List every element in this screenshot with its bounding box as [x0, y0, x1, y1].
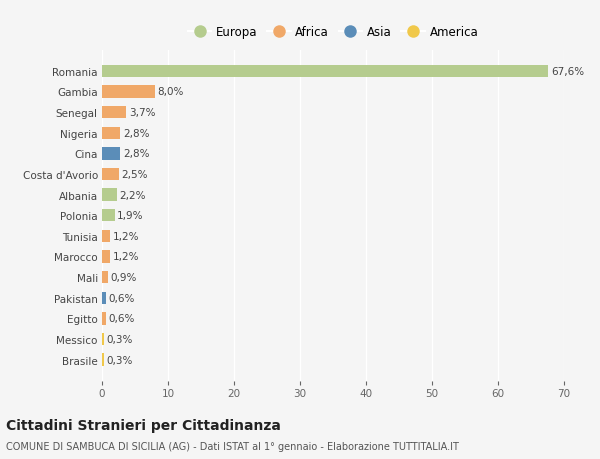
Bar: [102, 333, 104, 345]
Bar: [102, 168, 119, 181]
Bar: [102, 251, 110, 263]
Text: 0,9%: 0,9%: [110, 273, 137, 282]
Text: 2,8%: 2,8%: [123, 129, 149, 139]
Text: 0,6%: 0,6%: [109, 293, 135, 303]
Text: 2,8%: 2,8%: [123, 149, 149, 159]
Bar: [102, 210, 115, 222]
Text: 1,2%: 1,2%: [113, 231, 139, 241]
Text: 3,7%: 3,7%: [129, 108, 155, 118]
Bar: [102, 148, 121, 160]
Text: 1,2%: 1,2%: [113, 252, 139, 262]
Text: 1,9%: 1,9%: [117, 211, 143, 221]
Legend: Europa, Africa, Asia, America: Europa, Africa, Asia, America: [185, 23, 481, 41]
Bar: [102, 271, 108, 284]
Bar: [102, 106, 127, 119]
Text: 67,6%: 67,6%: [551, 67, 584, 77]
Bar: [102, 86, 155, 98]
Bar: [102, 66, 548, 78]
Text: 2,2%: 2,2%: [119, 190, 146, 200]
Text: 2,5%: 2,5%: [121, 169, 148, 179]
Bar: [102, 189, 116, 202]
Text: COMUNE DI SAMBUCA DI SICILIA (AG) - Dati ISTAT al 1° gennaio - Elaborazione TUTT: COMUNE DI SAMBUCA DI SICILIA (AG) - Dati…: [6, 441, 459, 451]
Text: Cittadini Stranieri per Cittadinanza: Cittadini Stranieri per Cittadinanza: [6, 418, 281, 431]
Bar: [102, 292, 106, 304]
Bar: [102, 230, 110, 242]
Bar: [102, 353, 104, 366]
Bar: [102, 127, 121, 140]
Text: 0,6%: 0,6%: [109, 313, 135, 324]
Text: 0,3%: 0,3%: [107, 334, 133, 344]
Text: 0,3%: 0,3%: [107, 355, 133, 365]
Text: 8,0%: 8,0%: [157, 87, 184, 97]
Bar: [102, 313, 106, 325]
